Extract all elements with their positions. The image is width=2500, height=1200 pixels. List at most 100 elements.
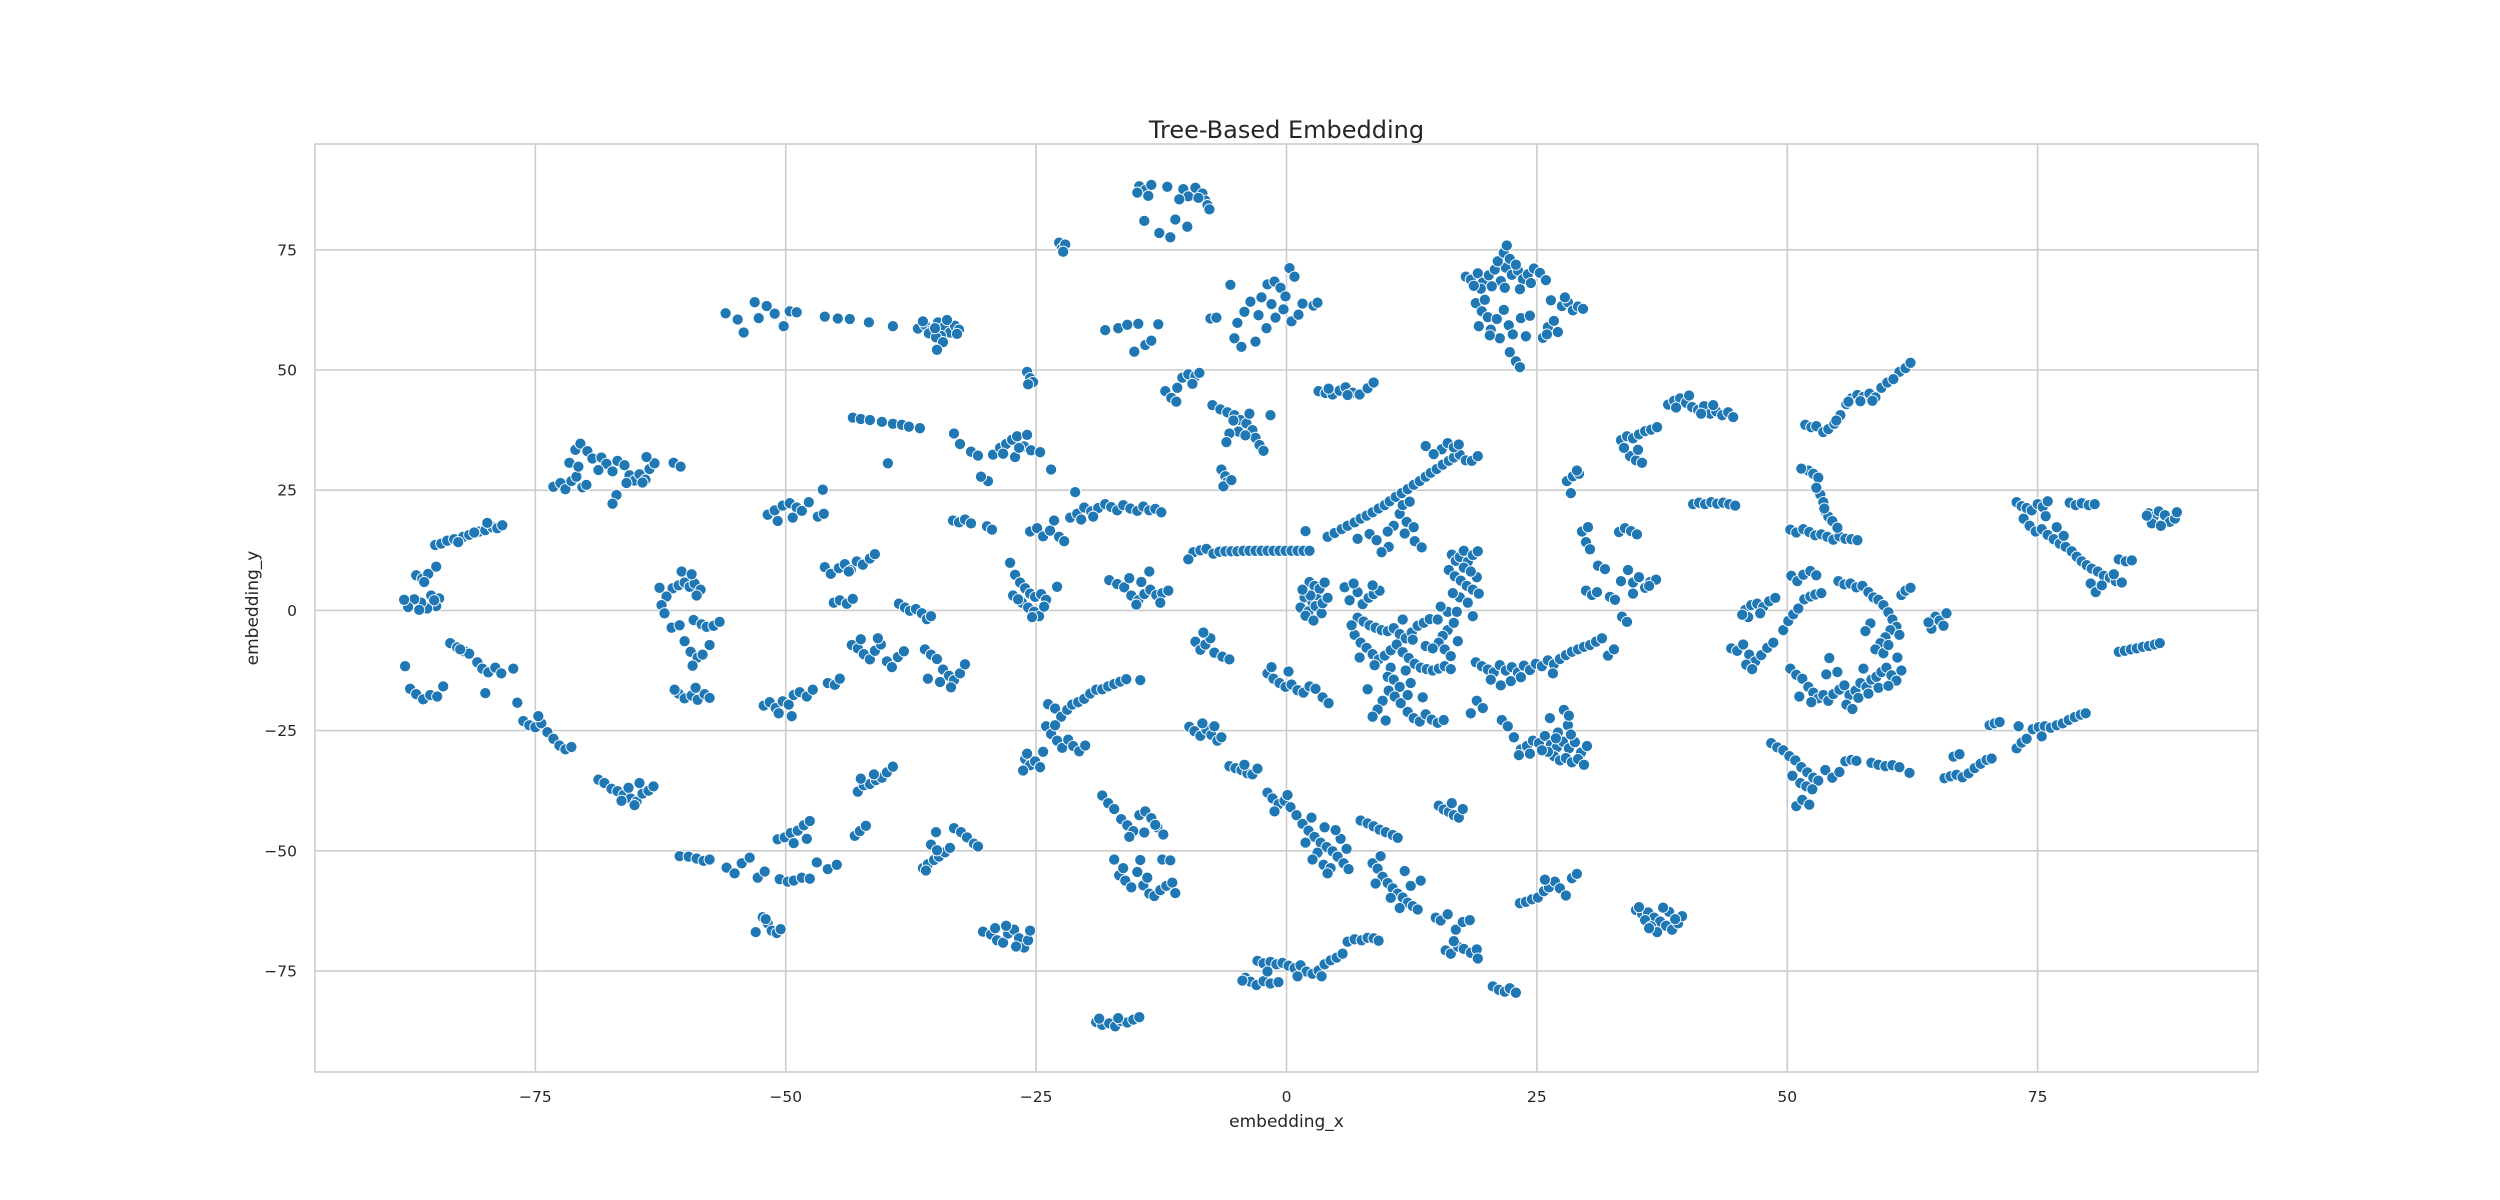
scatter-point <box>413 603 426 616</box>
scatter-point <box>997 447 1010 460</box>
scatter-point <box>606 497 619 510</box>
scatter-point <box>1197 626 1210 639</box>
scatter-point <box>1224 278 1237 291</box>
scatter-point <box>886 320 899 333</box>
scatter-point <box>1795 462 1808 475</box>
scatter-point <box>468 526 481 539</box>
scatter-point <box>728 867 741 880</box>
scatter-point <box>1406 633 1419 646</box>
scatter-point <box>1391 831 1404 844</box>
scatter-point <box>1393 680 1406 693</box>
scatter-point <box>859 819 872 832</box>
scatter-point <box>673 619 686 632</box>
scatter-point <box>1441 908 1454 921</box>
scatter-point <box>1559 889 1572 902</box>
scatter-point <box>1292 308 1305 321</box>
scatter-point <box>1069 486 1082 499</box>
scatter-point <box>768 307 781 320</box>
scatter-point <box>1866 394 1879 407</box>
scatter-point <box>1846 702 1859 716</box>
scatter-point <box>1632 901 1646 914</box>
scatter-point <box>1727 411 1740 424</box>
scatter-point <box>749 926 762 939</box>
scatter-point <box>1491 255 1504 268</box>
scatter-point <box>1452 438 1465 451</box>
scatter-point <box>1164 231 1177 244</box>
scatter-point <box>1108 853 1121 866</box>
scatter-point <box>1524 276 1537 290</box>
scatter-point <box>1903 766 1916 779</box>
scatter-point <box>1152 318 1165 331</box>
y-axis-label: embedding_y <box>243 551 263 666</box>
y-tick-label: 50 <box>277 361 297 379</box>
scatter-point <box>919 864 932 877</box>
scatter-point <box>1210 311 1223 324</box>
scatter-point <box>802 496 815 509</box>
scatter-point <box>1341 388 1354 402</box>
scatter-point <box>787 837 800 850</box>
scatter-point <box>731 313 744 326</box>
scatter-point <box>1374 850 1387 863</box>
scatter-point <box>1340 842 1353 855</box>
scatter-point <box>1472 320 1485 333</box>
scatter-point <box>1746 663 1759 676</box>
scatter-point <box>1138 214 1151 227</box>
x-tick-label: 75 <box>2028 1088 2048 1106</box>
scatter-point <box>1282 665 1295 678</box>
scatter-point <box>1361 683 1374 696</box>
scatter-point <box>1368 659 1381 672</box>
scatter-point <box>1523 309 1536 322</box>
scatter-point <box>1208 720 1221 733</box>
scatter-point <box>1372 934 1385 947</box>
scatter-point <box>668 683 681 696</box>
scatter-point <box>1161 180 1174 193</box>
scatter-point <box>1535 744 1548 757</box>
scatter-point <box>1087 510 1100 523</box>
scatter-point <box>1013 441 1026 454</box>
scatter-point <box>2012 720 2025 733</box>
scatter-point <box>921 672 934 685</box>
scatter-point <box>1255 291 1268 304</box>
scatter-point <box>953 437 967 451</box>
scatter-point <box>1630 528 1644 541</box>
scatter-point <box>1893 628 1906 641</box>
scatter-point <box>1384 891 1397 904</box>
scatter-point <box>1576 302 1590 315</box>
scatter-point <box>1401 688 1414 702</box>
scatter-point <box>854 772 867 785</box>
scatter-point <box>1169 887 1182 900</box>
scatter-point <box>1463 914 1476 927</box>
scatter-point <box>1577 758 1591 771</box>
scatter-point <box>1620 615 1634 628</box>
scatter-point <box>1464 565 1477 578</box>
scatter-point <box>1806 783 1819 796</box>
scatter-point <box>1227 414 1240 427</box>
scatter-point <box>1284 801 1297 814</box>
scatter-point <box>1022 378 1035 391</box>
x-tick-label: −25 <box>1020 1088 1053 1106</box>
y-tick-label: 0 <box>287 602 297 620</box>
scatter-point <box>971 449 985 462</box>
scatter-point <box>2020 732 2033 745</box>
scatter-point <box>902 420 915 433</box>
scatter-point <box>1057 245 1070 258</box>
scatter-point <box>1079 739 1092 752</box>
scatter-point <box>1538 873 1551 886</box>
y-tick-label: −25 <box>264 722 297 740</box>
scatter-point <box>1164 854 1177 867</box>
scatter-point <box>1182 553 1195 566</box>
scatter-point <box>1786 769 1799 782</box>
scatter-point <box>2035 730 2048 743</box>
scatter-point <box>1347 577 1360 590</box>
scatter-point <box>1833 765 1846 779</box>
scatter-point <box>924 610 938 623</box>
scatter-point <box>1823 651 1836 665</box>
scatter-point <box>1695 407 1708 420</box>
scatter-point <box>1343 594 1356 607</box>
scatter-point <box>971 840 985 853</box>
scatter-point <box>1279 290 1292 303</box>
scatter-point <box>1238 758 1251 771</box>
scatter-point <box>1173 193 1186 206</box>
scatter-point <box>647 780 660 793</box>
scatter-point <box>1099 324 1112 337</box>
